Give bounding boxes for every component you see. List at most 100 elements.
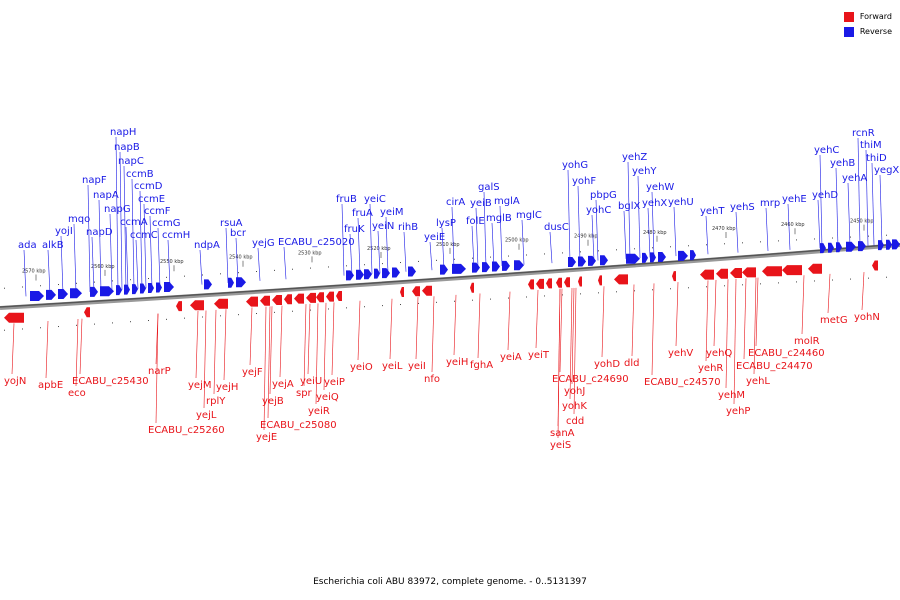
- rail-dot: [202, 316, 203, 318]
- rail-dot: [490, 256, 491, 258]
- gene-label-reverse: mglA: [494, 196, 520, 207]
- genome-backbone: [0, 243, 900, 308]
- reverse-leader: [879, 174, 883, 246]
- reverse-leader: [341, 203, 345, 276]
- forward-gene: [190, 300, 204, 311]
- rail-dot: [598, 250, 599, 252]
- rail-dot: [292, 268, 293, 270]
- forward-leader: [415, 297, 419, 360]
- gene-label-forward: cdd: [566, 416, 584, 427]
- rail-dot: [256, 271, 257, 273]
- gene-label-forward: ECABU_c24690: [552, 374, 629, 385]
- gene-label-reverse: yejG: [252, 238, 275, 249]
- gene-label-forward: yehM: [718, 390, 745, 401]
- rail-dot: [616, 249, 617, 251]
- gene-label-reverse: yojI: [55, 226, 73, 237]
- forward-leader: [631, 284, 635, 357]
- gene-label-reverse: fruK: [344, 224, 365, 235]
- gene-label-forward: narP: [148, 366, 171, 377]
- reverse-leader: [865, 149, 869, 246]
- gene-label-reverse: napF: [82, 175, 107, 186]
- gene-label-forward: ECABU_c24570: [644, 377, 721, 388]
- rail-dot: [688, 287, 689, 289]
- rail-dot: [40, 285, 41, 287]
- reverse-leader: [623, 210, 627, 259]
- reverse-gene: [148, 283, 154, 294]
- forward-gene: [470, 282, 474, 293]
- reverse-leader: [549, 231, 553, 264]
- reverse-gene: [642, 252, 648, 263]
- gene-label-reverse: yehY: [632, 166, 657, 177]
- reverse-leader: [591, 214, 595, 261]
- gene-label-forward: yejL: [196, 410, 217, 421]
- reverse-gene: [514, 260, 524, 271]
- forward-leader: [307, 303, 311, 375]
- gene-label-reverse: yohG: [562, 160, 588, 171]
- reverse-leader: [349, 233, 353, 276]
- rail-dot: [850, 278, 851, 280]
- reverse-gene: [658, 251, 666, 262]
- rail-dot: [112, 280, 113, 282]
- gene-label-reverse: fruB: [336, 194, 357, 205]
- gene-label-reverse: yehB: [830, 158, 855, 169]
- reverse-leader: [627, 161, 631, 259]
- forward-gene: [762, 266, 782, 277]
- reverse-leader: [125, 226, 129, 290]
- rail-dot: [274, 269, 275, 271]
- rail-dot: [544, 295, 545, 297]
- forward-leader: [195, 310, 199, 379]
- gene-label-forward: eco: [68, 388, 86, 399]
- forward-leader: [651, 283, 655, 376]
- forward-leader: [45, 320, 49, 379]
- forward-leader: [357, 300, 361, 361]
- gene-label-forward: ECABU_c24460: [748, 348, 825, 359]
- reverse-gene: [70, 288, 82, 299]
- gene-label-forward: apbE: [38, 380, 63, 391]
- reverse-leader: [595, 199, 599, 261]
- rail-dot: [238, 272, 239, 274]
- reverse-gene: [364, 269, 372, 280]
- reverse-leader: [567, 169, 571, 263]
- reverse-gene: [236, 277, 246, 288]
- gene-label-forward: yeiO: [350, 362, 373, 373]
- rail-dot: [742, 284, 743, 286]
- forward-leader: [203, 310, 207, 409]
- legend-reverse: Reverse: [843, 24, 892, 39]
- tick-label: 2530 kbp: [298, 250, 322, 256]
- rail-dot: [58, 326, 59, 328]
- forward-gene: [536, 278, 544, 289]
- gene-label-forward: yehQ: [706, 348, 732, 359]
- rail-dot: [220, 273, 221, 275]
- tick-label: 2540 kbp: [229, 255, 253, 261]
- gene-label-reverse: yohC: [586, 205, 611, 216]
- rail-dot: [4, 329, 5, 331]
- reverse-leader: [135, 239, 139, 289]
- forward-leader: [801, 275, 805, 335]
- reverse-leader: [847, 182, 851, 247]
- reverse-leader: [521, 219, 525, 265]
- reverse-leader: [283, 246, 287, 280]
- rail-dot: [166, 276, 167, 278]
- gene-label-reverse: napG: [104, 204, 131, 215]
- gene-label-forward: yeiA: [500, 352, 522, 363]
- reverse-gene: [678, 250, 688, 261]
- rail-dot: [724, 243, 725, 245]
- rail-dot: [94, 281, 95, 283]
- reverse-gene: [58, 289, 68, 300]
- forward-gene: [672, 271, 676, 282]
- gene-label-reverse: yehU: [668, 197, 694, 208]
- rail-dot: [778, 240, 779, 242]
- rail-dot: [22, 286, 23, 288]
- gene-label-reverse: napD: [86, 227, 113, 238]
- reverse-leader: [235, 237, 239, 283]
- rail-dot: [508, 297, 509, 299]
- reverse-leader: [577, 185, 581, 262]
- rail-dot: [436, 301, 437, 303]
- gene-label-forward: nfo: [424, 374, 440, 385]
- reverse-gene: [492, 261, 500, 272]
- gene-label-reverse: ccmD: [134, 181, 163, 192]
- forward-gene: [564, 277, 570, 288]
- gene-label-reverse: thiM: [860, 140, 882, 151]
- rail-dot: [652, 289, 653, 291]
- gene-label-reverse: dusC: [544, 222, 569, 233]
